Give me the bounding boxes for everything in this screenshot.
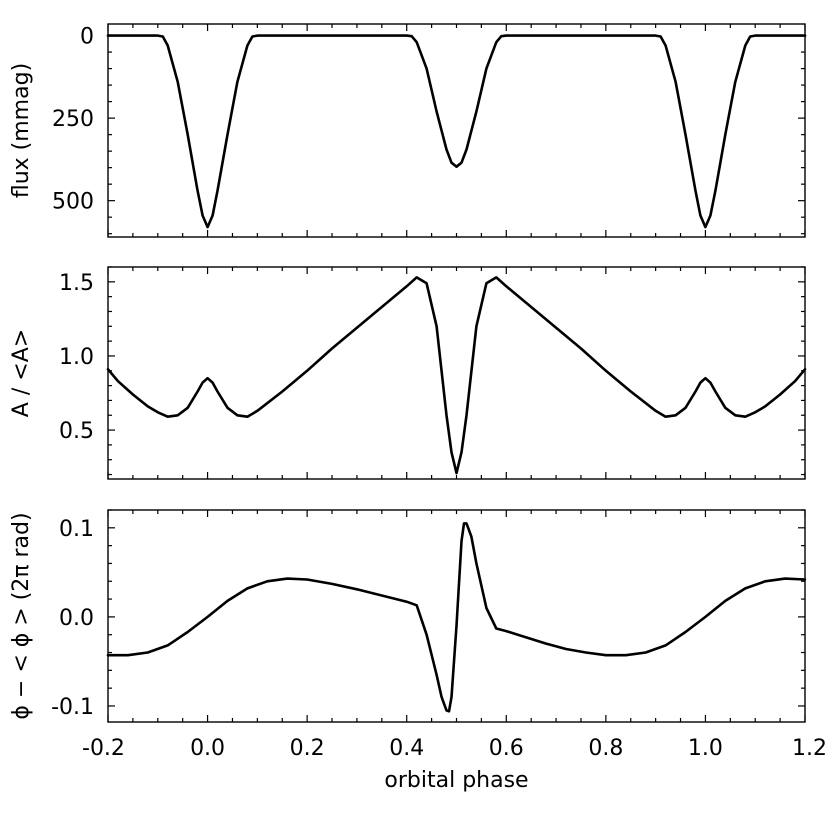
y-tick-label: 250 — [52, 107, 94, 132]
phase-series-line — [106, 522, 807, 713]
flux-plot-frame — [107, 23, 806, 238]
x-tick-label: 0.6 — [489, 736, 524, 761]
y-tick-label: 1.5 — [59, 271, 94, 296]
flux-panel: 0 250 500 flux (mmag) — [9, 23, 807, 238]
amplitude-y-axis-label: A / <A> — [9, 329, 34, 417]
x-tick-label: 0.8 — [588, 736, 623, 761]
amplitude-plot-frame — [107, 266, 806, 480]
y-tick-label: 1.0 — [59, 345, 94, 370]
y-tick-label: 0.0 — [59, 606, 94, 631]
amplitude-panel: 0.5 1.0 1.5 A / <A> — [9, 266, 807, 480]
x-tick-label: 0.0 — [190, 736, 225, 761]
x-tick-label: 1.0 — [688, 736, 723, 761]
x-tick-label: -0.2 — [82, 736, 125, 761]
x-tick-label: 1.2 — [792, 736, 827, 761]
phase-y-axis-label: ϕ − < ϕ > (2π rad) — [9, 512, 34, 719]
x-tick-label: 0.4 — [389, 736, 424, 761]
x-tick-label: 0.2 — [290, 736, 325, 761]
y-tick-label: -0.1 — [51, 695, 94, 720]
y-tick-label: 0 — [80, 25, 94, 50]
flux-y-axis-label: flux (mmag) — [9, 63, 34, 198]
amplitude-series-line — [106, 276, 807, 475]
x-axis-label: orbital phase — [384, 768, 528, 793]
y-tick-label: 500 — [52, 190, 94, 215]
flux-series-line — [106, 34, 807, 229]
phase-panel: -0.1 0.0 0.1 ϕ − < ϕ > (2π rad) -0.2 0.0 0.2 0.… — [9, 509, 827, 761]
y-tick-label: 0.1 — [59, 517, 94, 542]
y-tick-label: 0.5 — [59, 419, 94, 444]
